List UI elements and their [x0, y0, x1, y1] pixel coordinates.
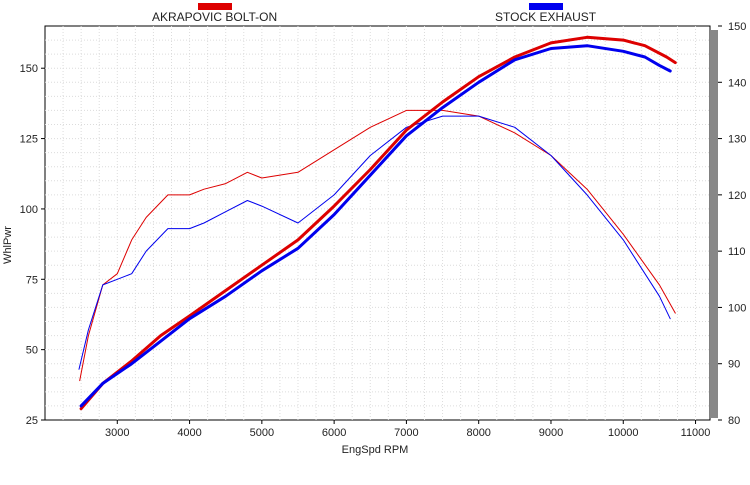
right-tick-label: 100	[728, 302, 746, 314]
stock-torque-line	[78, 115, 671, 370]
right-tick-label: 80	[728, 415, 740, 427]
legend-label-akrapovic: AKRAPOVIC BOLT-ON	[152, 10, 277, 24]
right-tick-label: 110	[728, 246, 746, 258]
x-tick-label: 6000	[322, 427, 346, 439]
left-tick-label: 75	[26, 274, 38, 286]
right-axis-bar	[710, 30, 718, 418]
plot-frame	[44, 25, 711, 421]
right-tick-label: 140	[728, 77, 746, 89]
left-tick-label: 125	[20, 134, 38, 146]
right-axis-ticks: 80 90 100 110 120 130 140 150	[718, 21, 746, 427]
stock-power-line	[79, 44, 672, 408]
akrapovic-power-line	[79, 35, 677, 411]
left-tick-label: 150	[20, 63, 38, 75]
left-tick-label: 25	[26, 415, 38, 427]
x-tick-label: 8000	[466, 427, 490, 439]
y-axis-title: WhlPwr	[2, 226, 14, 264]
x-tick-label: 10000	[608, 427, 639, 439]
right-tick-label: 90	[728, 359, 740, 371]
right-tick-label: 150	[728, 21, 746, 33]
left-tick-label: 100	[20, 204, 38, 216]
torque-curves	[78, 109, 676, 382]
x-tick-label: 5000	[250, 427, 274, 439]
legend-swatch-stock	[529, 3, 563, 10]
power-curves	[79, 35, 677, 411]
left-axis-ticks: 25 50 75 100 125 150	[20, 63, 45, 427]
x-tick-label: 7000	[394, 427, 418, 439]
x-axis-ticks: 3000 4000 5000 6000 7000 8000 9000 10000 11000	[105, 420, 710, 439]
right-tick-label: 120	[728, 190, 746, 202]
left-tick-label: 50	[26, 345, 38, 357]
x-tick-label: 3000	[105, 427, 129, 439]
x-tick-label: 11000	[681, 427, 711, 439]
x-tick-label: 4000	[177, 427, 201, 439]
x-tick-label: 9000	[539, 427, 563, 439]
akrapovic-torque-line	[79, 109, 676, 382]
right-tick-label: 130	[728, 134, 746, 146]
legend-label-stock: STOCK EXHAUST	[495, 10, 597, 24]
legend: AKRAPOVIC BOLT-ON STOCK EXHAUST	[152, 3, 597, 24]
legend-swatch-akrapovic	[198, 3, 232, 10]
x-axis-title: EngSpd RPM	[342, 444, 409, 456]
